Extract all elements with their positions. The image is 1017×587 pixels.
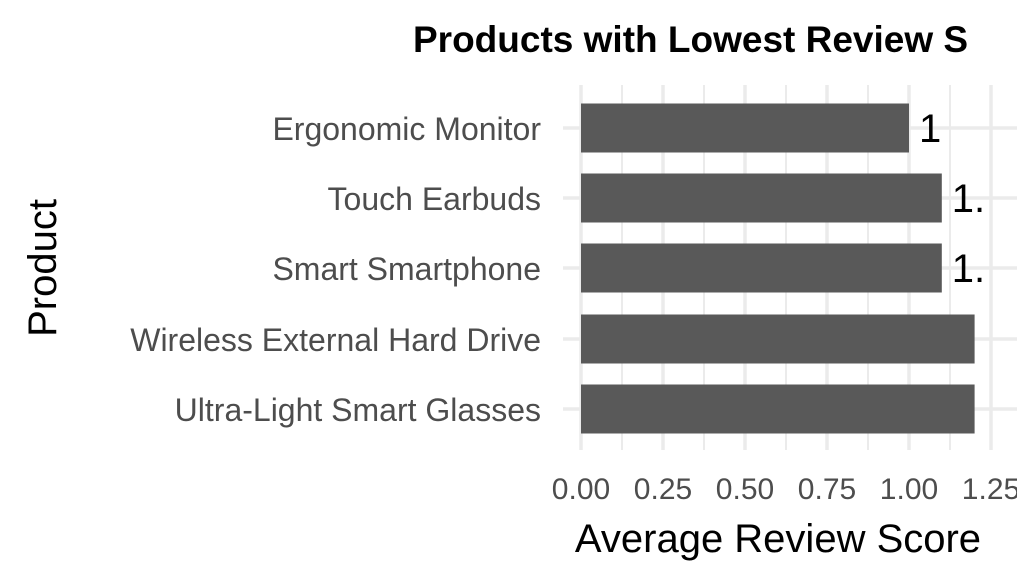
y-axis-title: Product [21, 199, 65, 337]
category-label: Ultra-Light Smart Glasses [175, 392, 541, 428]
x-tick-label: 0.75 [798, 473, 856, 506]
data-label: 1. [952, 247, 985, 291]
bars [581, 103, 975, 434]
bar [581, 103, 909, 153]
data-label: 1. [952, 177, 985, 221]
category-label: Wireless External Hard Drive [130, 322, 541, 358]
category-label: Touch Earbuds [328, 181, 541, 217]
x-tick-labels: 0.00 0.25 0.50 0.75 1.00 1.25 [552, 473, 1017, 506]
bar [581, 314, 975, 364]
bar [581, 384, 975, 434]
x-axis-title: Average Review Score [575, 517, 981, 561]
category-label: Ergonomic Monitor [272, 111, 541, 147]
bar [581, 243, 942, 293]
data-label: 1 [919, 107, 941, 151]
x-tick-label: 1.25 [962, 473, 1017, 506]
chart-title: Products with Lowest Review S [413, 19, 968, 60]
x-tick-label: 1.00 [880, 473, 938, 506]
x-tick-label: 0.50 [716, 473, 774, 506]
x-tick-label: 0.25 [634, 473, 692, 506]
x-tick-label: 0.00 [552, 473, 610, 506]
data-labels: 11.1. [919, 107, 985, 291]
bar [581, 173, 942, 223]
category-label: Smart Smartphone [272, 251, 541, 287]
category-labels: Ergonomic Monitor Touch Earbuds Smart Smar… [130, 111, 541, 428]
